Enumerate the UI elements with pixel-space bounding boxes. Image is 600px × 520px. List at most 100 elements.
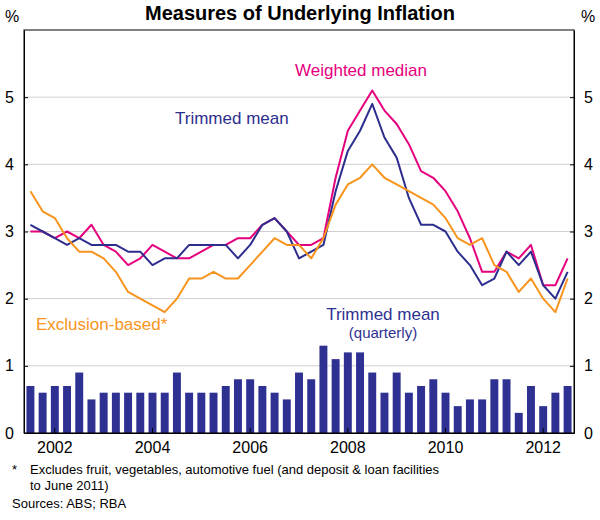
- tick: 2012: [525, 428, 561, 456]
- grid-line: [24, 365, 574, 366]
- tick-label: 5: [584, 89, 593, 106]
- bar: [393, 373, 401, 433]
- plot-area: [26, 90, 571, 433]
- bar: [210, 393, 218, 433]
- bar: [258, 386, 266, 433]
- grid-line: [24, 231, 574, 232]
- bar: [283, 399, 291, 433]
- tick-mark: [24, 366, 28, 367]
- series-label-line: Trimmed mean: [326, 305, 440, 324]
- bar: [319, 346, 327, 433]
- tick-label: 4: [584, 156, 593, 173]
- tick: 1: [570, 357, 593, 374]
- tick: 2010: [428, 428, 464, 456]
- line: [30, 164, 567, 312]
- tick-label: 4: [5, 156, 14, 173]
- tick-label: 1: [584, 357, 593, 374]
- tick-mark: [54, 428, 55, 433]
- plot-frame: [24, 30, 574, 433]
- tick-mark: [543, 428, 544, 433]
- series-label: Exclusion-based*: [36, 315, 168, 334]
- tick: 4: [570, 156, 593, 173]
- axis-unit: %: [5, 8, 19, 25]
- bar: [271, 393, 279, 433]
- bar: [149, 393, 157, 433]
- tick-label: 2010: [428, 439, 464, 456]
- tick-mark: [570, 164, 574, 165]
- bar: [136, 393, 144, 433]
- line: [30, 104, 567, 299]
- series-label: Trimmed mean: [175, 109, 289, 128]
- note: *: [12, 462, 17, 477]
- tick-label: 2004: [135, 439, 171, 456]
- tick: 5: [570, 89, 593, 106]
- bar: [112, 393, 120, 433]
- y-axis-left: 0 1 2 3 4 5: [5, 31, 28, 442]
- series-label: Trimmed mean(quarterly): [326, 305, 440, 341]
- x-axis: 2002 2004 2006 2008 2010 2012: [25, 428, 575, 456]
- tick-label: 5: [5, 89, 14, 106]
- axis-line: [25, 433, 575, 434]
- bar-series: [26, 346, 571, 433]
- tick-mark: [445, 428, 446, 433]
- tick: 2: [570, 290, 593, 307]
- note: Sources: ABS; RBA: [12, 496, 126, 511]
- bar: [478, 399, 486, 433]
- tick: 5: [5, 89, 28, 106]
- bar: [503, 379, 511, 433]
- bar: [185, 393, 193, 433]
- tick-mark: [24, 232, 28, 233]
- bar: [173, 373, 181, 433]
- bar: [307, 379, 315, 433]
- tick-mark: [24, 299, 28, 300]
- bar: [63, 386, 71, 433]
- grid: [24, 97, 574, 433]
- tick: 4: [5, 156, 28, 173]
- bar: [442, 393, 450, 433]
- tick-mark: [24, 97, 28, 98]
- tick: 2006: [232, 428, 268, 456]
- chart: Measures of Underlying Inflation01234501…: [0, 0, 600, 520]
- tick: 3: [5, 223, 28, 240]
- bar: [490, 379, 498, 433]
- note: to June 2011): [30, 478, 109, 493]
- bar: [356, 352, 364, 433]
- tick: 3: [570, 223, 593, 240]
- tick: 2002: [37, 428, 73, 456]
- tick-label: 2002: [37, 439, 73, 456]
- bar: [39, 393, 47, 433]
- tick-label: 0: [5, 425, 14, 442]
- bar: [332, 359, 340, 433]
- bar: [417, 386, 425, 433]
- series-label-line: (quarterly): [349, 324, 417, 341]
- tick: 2: [5, 290, 28, 307]
- title: Measures of Underlying Inflation: [145, 2, 455, 24]
- bar: [405, 393, 413, 433]
- bar: [87, 399, 95, 433]
- tick-label: 3: [584, 223, 593, 240]
- tick-label: 1: [5, 357, 14, 374]
- bar: [197, 393, 205, 433]
- bar: [539, 406, 547, 433]
- bar: [100, 393, 108, 433]
- axis-line: [574, 31, 575, 434]
- grid-line: [24, 97, 574, 98]
- bar: [51, 386, 59, 433]
- bar: [124, 393, 132, 433]
- bar: [380, 393, 388, 433]
- tick-mark: [570, 299, 574, 300]
- tick: 2008: [330, 428, 366, 456]
- bar: [368, 373, 376, 433]
- background: [0, 0, 600, 520]
- bar: [466, 399, 474, 433]
- bar: [295, 373, 303, 433]
- tick-mark: [250, 428, 251, 433]
- tick-mark: [347, 428, 348, 433]
- tick-mark: [570, 366, 574, 367]
- bar: [551, 393, 559, 433]
- bar: [527, 386, 535, 433]
- tick-label: 2012: [525, 439, 561, 456]
- tick-mark: [570, 232, 574, 233]
- tick-label: 3: [5, 223, 14, 240]
- axis-unit: %: [581, 8, 595, 25]
